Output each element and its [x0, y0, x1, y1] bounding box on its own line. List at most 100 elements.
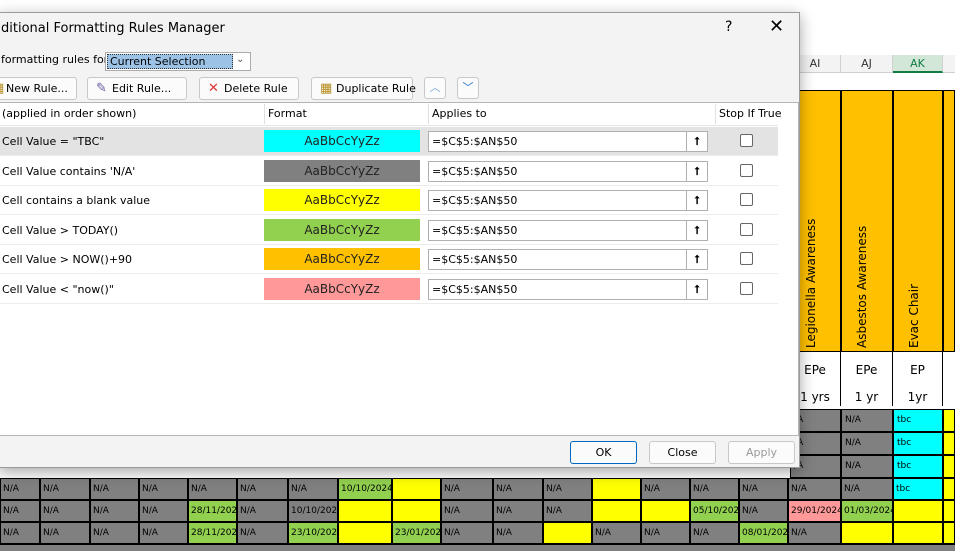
footer-button[interactable]: Close	[649, 441, 716, 464]
format-preview: AaBbCcYyZz	[264, 159, 420, 182]
cell: N/A	[841, 478, 893, 500]
cell: 29/01/2024	[788, 500, 841, 522]
stop-if-true-checkbox[interactable]	[740, 193, 753, 207]
format-preview: AaBbCcYyZz	[264, 278, 420, 300]
code-cell: EPe	[841, 352, 893, 382]
cell: N/A	[0, 478, 40, 500]
move-up-button[interactable]: ︿	[424, 77, 446, 99]
toolbar-button[interactable]: ✕ Delete Rule	[199, 77, 299, 100]
field-header: Asbestos Awareness	[855, 225, 869, 348]
close-icon[interactable]: ✕	[769, 16, 785, 37]
rule-row[interactable]: Cell Value = "TBC" AaBbCcYyZz =$C$5:$AN$50…	[0, 127, 778, 156]
applies-to-text: =$C$5:$AN$50	[432, 283, 518, 296]
rule-text: Cell contains a blank value	[2, 194, 151, 208]
rule-row[interactable]: Cell contains a blank value AaBbCcYyZz =$C…	[0, 186, 778, 216]
cell: N/A	[0, 500, 40, 522]
stop-if-true-checkbox[interactable]	[740, 163, 753, 177]
applies-to-field[interactable]: =$C$5:$AN$50 ⭡	[428, 279, 708, 300]
rules-manager-dialog: ditional Formatting Rules Manager ? ✕ fo…	[0, 12, 800, 468]
field-header: Evac Chair	[907, 283, 921, 348]
applies-to-text: =$C$5:$AN$50	[432, 194, 518, 208]
cell: N/A	[441, 522, 493, 544]
collapse-button[interactable]: ⭡	[686, 132, 707, 151]
cell: N/A	[139, 478, 188, 500]
cell: 08/01/2025	[739, 522, 788, 544]
cell: N/A	[739, 478, 788, 500]
cell: N/A	[739, 500, 788, 522]
applies-to-field[interactable]: =$C$5:$AN$50 ⭡	[428, 160, 708, 182]
interval-cell: 1 yr	[841, 382, 893, 406]
cell: N/A	[641, 522, 690, 544]
rule-row[interactable]: Cell Value < "now()" AaBbCcYyZz =$C$5:$AN$…	[0, 275, 778, 304]
help-button[interactable]: ?	[725, 19, 733, 35]
cell: N/A	[441, 478, 493, 500]
rule-text: Cell Value = "TBC"	[2, 135, 105, 148]
partial-row	[0, 544, 955, 551]
column-header: Stop If True	[719, 107, 782, 120]
applies-to-text: =$C$5:$AN$50	[432, 253, 518, 267]
stop-if-true-checkbox[interactable]	[740, 134, 753, 147]
format-preview: AaBbCcYyZz	[264, 218, 420, 241]
footer-button[interactable]: OK	[570, 441, 637, 464]
header-cell	[893, 90, 943, 352]
cell	[943, 478, 955, 500]
cell: tbc	[893, 478, 943, 500]
stop-if-true-checkbox[interactable]	[740, 252, 753, 266]
format-preview: AaBbCcYyZz	[264, 130, 420, 152]
cell: N/A	[40, 478, 90, 500]
rule-text: Cell Value > TODAY()	[2, 223, 119, 237]
button-icon: ✕	[208, 81, 219, 96]
collapse-button[interactable]: ⭡	[686, 220, 707, 240]
button-icon: ✎	[96, 81, 107, 96]
applies-to-field[interactable]: =$C$5:$AN$50 ⭡	[428, 219, 708, 241]
cell: N/A	[788, 522, 841, 544]
collapse-button[interactable]: ⭡	[686, 250, 707, 270]
cell: tbc	[893, 455, 943, 478]
rule-row[interactable]: Cell Value contains 'N/A' AaBbCcYyZz =$C$5…	[0, 156, 778, 186]
header-cell	[841, 90, 893, 352]
cell: N/A	[90, 478, 139, 500]
column-header: Format	[268, 107, 307, 120]
cell: N/A	[641, 478, 690, 500]
cell: N/A	[690, 522, 739, 544]
applies-to-field[interactable]: =$C$5:$AN$50 ⭡	[428, 131, 708, 152]
button-icon: ▦	[320, 81, 333, 96]
move-down-button[interactable]: ﹀	[457, 77, 479, 99]
collapse-button[interactable]: ⭡	[686, 161, 707, 181]
button-label: Delete Rule	[224, 82, 288, 95]
rule-row[interactable]: Cell Value > NOW()+90 AaBbCcYyZz =$C$5:$AN…	[0, 245, 778, 275]
column-header: AJ	[841, 55, 893, 73]
format-preview: AaBbCcYyZz	[264, 248, 420, 271]
cell: 01/03/2024	[841, 500, 893, 522]
cell	[592, 478, 641, 500]
code-cell: EPe	[790, 352, 841, 382]
rule-row[interactable]: Cell Value > TODAY() AaBbCcYyZz =$C$5:$AN$…	[0, 215, 778, 245]
stop-if-true-checkbox[interactable]	[740, 282, 753, 295]
cell	[893, 522, 943, 544]
applies-to-text: =$C$5:$AN$50	[432, 223, 518, 237]
toolbar-button[interactable]: ✎ Edit Rule...	[87, 77, 187, 100]
collapse-button[interactable]: ⭡	[686, 280, 707, 299]
cell	[392, 478, 441, 500]
column-divider	[715, 104, 716, 124]
button-icon: ▦	[0, 78, 4, 99]
toolbar-button[interactable]: ▦ Duplicate Rule	[311, 77, 416, 100]
cell	[338, 500, 392, 522]
cell: N/A	[0, 522, 40, 544]
stop-if-true-checkbox[interactable]	[740, 222, 753, 236]
column-header: Applies to	[432, 107, 487, 120]
cell: N/A	[543, 500, 592, 522]
scope-dropdown[interactable]: Current Selection ⌄	[105, 52, 251, 71]
column-header: AK	[893, 55, 943, 73]
cell: N/A	[237, 500, 288, 522]
toolbar-button[interactable]: ▦New Rule...	[0, 77, 77, 100]
applies-to-field[interactable]: =$C$5:$AN$50 ⭡	[428, 190, 708, 212]
field-header: Legionella Awareness	[804, 218, 818, 348]
column-header: AI	[790, 55, 841, 73]
cell	[592, 500, 641, 522]
cell: N/A	[40, 500, 90, 522]
applies-to-field[interactable]: =$C$5:$AN$50 ⭡	[428, 249, 708, 271]
collapse-button[interactable]: ⭡	[686, 191, 707, 211]
